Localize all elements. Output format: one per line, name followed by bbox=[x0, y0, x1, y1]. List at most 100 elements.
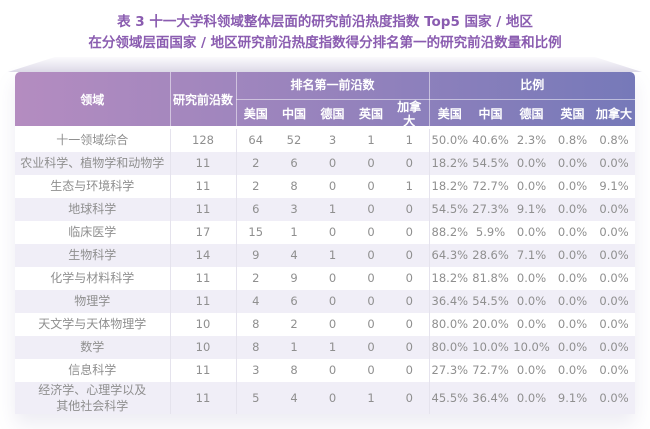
ratio-cell: 0.0% bbox=[516, 271, 547, 286]
ratio-cell: 5.9% bbox=[475, 225, 506, 240]
ratio-cell: 0.0% bbox=[511, 289, 553, 313]
frontier-count-cell: 11 bbox=[170, 174, 237, 198]
table-row: 信息科学 11 3 8 0 0 0 27.3% 72.7% 0.0% 0.0% 0.0% bbox=[15, 358, 635, 382]
ratio-cell: 36.4% bbox=[429, 289, 471, 313]
rank-count-cell: 1 bbox=[313, 197, 352, 221]
ratio-cell: 0.0% bbox=[593, 381, 636, 414]
ratio-cell: 10.0% bbox=[470, 335, 512, 359]
col-header-ratio-country-1: 中国 bbox=[478, 107, 503, 122]
rank-count-cell: 52 bbox=[286, 133, 302, 148]
field-cell: 经济学、心理学以及 其他社会科学 bbox=[15, 381, 171, 414]
rank-count-cell: 1 bbox=[367, 133, 375, 148]
rank-count-cell: 0 bbox=[352, 151, 390, 175]
frontier-count-cell: 10 bbox=[170, 312, 237, 336]
ratio-cell: 0.0% bbox=[557, 179, 588, 194]
ratio-cell: 88.2% bbox=[431, 225, 469, 240]
header-country-row: 美国 中国 德国 英国 加拿大 美国 中国 德国 英国 加拿大 bbox=[15, 99, 635, 129]
rank-count-cell: 1 bbox=[290, 225, 298, 240]
rank-count-cell: 0 bbox=[328, 225, 337, 240]
table-row: 十一领域综合 128 64 52 3 1 1 50.0% 40.6% 2.3% 0.8% 0.8% bbox=[15, 128, 635, 152]
ratio-cell: 0.0% bbox=[593, 335, 636, 359]
ratio-cell: 0.8% bbox=[557, 133, 588, 148]
col-header-rank-country-0: 美国 bbox=[243, 107, 268, 122]
ratio-cell: 80.0% bbox=[429, 335, 471, 359]
rank-count-cell: 1 bbox=[275, 335, 313, 359]
field-cell: 信息科学 bbox=[15, 358, 171, 382]
rank-count-cell: 0 bbox=[390, 312, 430, 336]
ratio-cell: 0.0% bbox=[557, 317, 588, 332]
ratio-cell: 50.0% bbox=[431, 133, 469, 148]
col-header-ratio-country-2: 德国 bbox=[519, 107, 544, 122]
rank-count-cell: 1 bbox=[313, 243, 352, 267]
frontier-count-cell: 11 bbox=[170, 197, 237, 221]
rank-count-cell: 4 bbox=[275, 381, 313, 414]
rank-count-cell: 3 bbox=[275, 197, 313, 221]
field-cell: 生态与环境科学 bbox=[15, 174, 171, 198]
rank-count-cell: 0 bbox=[313, 381, 352, 414]
rank-count-cell: 5 bbox=[236, 381, 275, 414]
ratio-cell: 0.0% bbox=[557, 271, 588, 286]
rank-count-cell: 6 bbox=[236, 197, 275, 221]
ratio-cell: 18.2% bbox=[431, 179, 469, 194]
col-header-field: 领域 bbox=[15, 72, 171, 129]
ratio-cell: 0.0% bbox=[557, 363, 588, 378]
table-body: 十一领域综合 128 64 52 3 1 1 50.0% 40.6% 2.3% 0.8% 0.8% 农业… bbox=[15, 128, 636, 414]
rank-count-cell: 4 bbox=[236, 289, 275, 313]
frontier-count-cell: 11 bbox=[170, 381, 237, 414]
rank-count-cell: 3 bbox=[252, 363, 260, 378]
ratio-cell: 9.1% bbox=[599, 179, 629, 194]
ratio-cell: 36.4% bbox=[470, 381, 512, 414]
rank-count-cell: 8 bbox=[290, 179, 298, 194]
ratio-cell: 0.0% bbox=[599, 317, 629, 332]
table-row: 物理学 11 4 6 0 0 0 36.4% 54.5% 0.0% 0.0% 0.0% bbox=[15, 289, 636, 313]
field-cell: 天文学与天体物理学 bbox=[15, 312, 171, 336]
ratio-cell: 0.0% bbox=[552, 151, 594, 175]
rank-count-cell: 0 bbox=[390, 335, 430, 359]
table-row: 农业科学、植物学和动物学 11 2 6 0 0 0 18.2% 54.5% 0.0% 0.0% 0.0… bbox=[15, 151, 636, 175]
rank-count-cell: 0 bbox=[328, 271, 337, 286]
ratio-cell: 0.0% bbox=[552, 243, 594, 267]
ratio-cell: 27.3% bbox=[431, 363, 469, 378]
col-header-rank-country-4: 加拿大 bbox=[390, 99, 430, 129]
table-row: 经济学、心理学以及 其他社会科学 11 5 4 0 1 0 45.5% 36.4% 0.0% 9.1… bbox=[15, 381, 636, 414]
ratio-cell: 9.1% bbox=[552, 381, 594, 414]
rank-count-cell: 0 bbox=[328, 363, 337, 378]
rank-count-cell: 0 bbox=[390, 197, 430, 221]
table-row: 生物科学 14 9 4 1 0 0 64.3% 28.6% 7.1% 0.0% 0.0% bbox=[15, 243, 636, 267]
rank-count-cell: 0 bbox=[367, 271, 375, 286]
rank-count-cell: 0 bbox=[352, 197, 390, 221]
rank-count-cell: 4 bbox=[275, 243, 313, 267]
rank-count-cell: 8 bbox=[290, 363, 298, 378]
frontier-count-cell: 14 bbox=[170, 243, 237, 267]
rank-count-cell: 2 bbox=[236, 151, 275, 175]
rank-count-cell: 0 bbox=[390, 381, 430, 414]
field-cell: 数学 bbox=[15, 335, 171, 359]
table-row: 地球科学 11 6 3 1 0 0 54.5% 27.3% 9.1% 0.0% 0.0% bbox=[15, 197, 636, 221]
rank-count-cell: 0 bbox=[352, 289, 390, 313]
ratio-cell: 45.5% bbox=[429, 381, 471, 414]
table-row: 临床医学 17 15 1 0 0 0 88.2% 5.9% 0.0% 0.0% 0.0% bbox=[15, 220, 635, 244]
rank-count-cell: 0 bbox=[367, 179, 375, 194]
ratio-cell: 72.7% bbox=[472, 363, 509, 378]
col-header-frontier-count: 研究前沿数 bbox=[170, 72, 237, 129]
rank-count-cell: 9 bbox=[236, 243, 275, 267]
frontier-count-cell: 11 bbox=[170, 266, 237, 290]
rank-count-cell: 0 bbox=[367, 317, 375, 332]
col-header-ratio-country-3: 英国 bbox=[560, 107, 585, 122]
rank-count-cell: 0 bbox=[313, 289, 352, 313]
table-row: 化学与材料科学 11 2 9 0 0 0 18.2% 81.8% 0.0% 0.0% 0.0% bbox=[15, 266, 635, 290]
ratio-cell: 81.8% bbox=[472, 271, 509, 286]
rank-count-cell: 8 bbox=[236, 335, 275, 359]
ratio-cell: 9.1% bbox=[511, 197, 553, 221]
ratio-cell: 54.5% bbox=[470, 151, 512, 175]
ratio-cell: 80.0% bbox=[431, 317, 469, 332]
field-cell: 农业科学、植物学和动物学 bbox=[15, 151, 171, 175]
col-header-ratio-country-0: 美国 bbox=[437, 107, 462, 122]
rank-count-cell: 2 bbox=[290, 317, 298, 332]
rank-count-cell: 9 bbox=[290, 271, 298, 286]
ratio-cell: 0.0% bbox=[552, 335, 594, 359]
ratio-cell: 54.5% bbox=[470, 289, 512, 313]
ratio-cell: 0.0% bbox=[557, 225, 588, 240]
rank-count-cell: 6 bbox=[275, 151, 313, 175]
field-cell: 物理学 bbox=[15, 289, 171, 313]
